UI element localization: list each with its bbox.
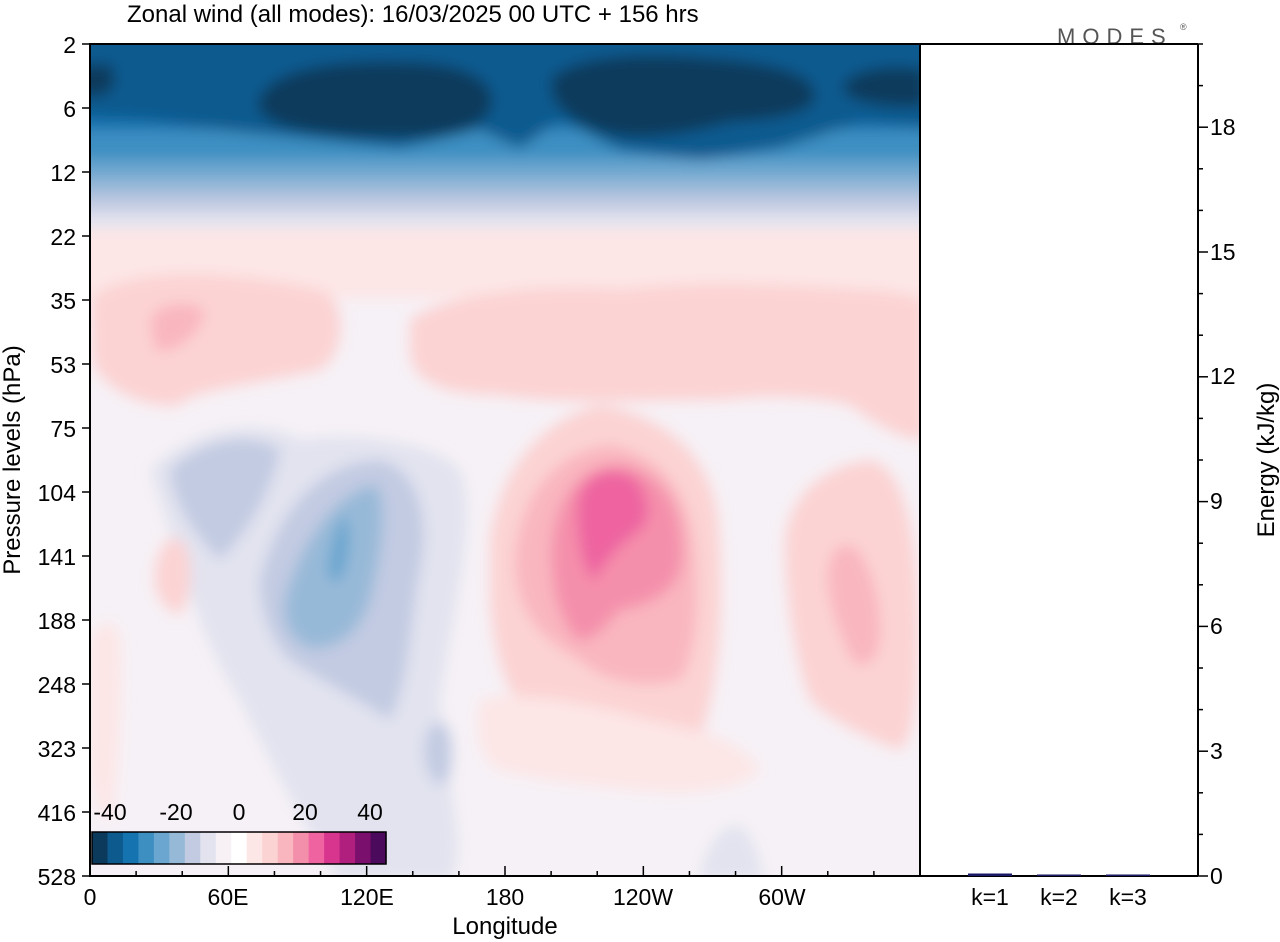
energy-tick-label: 18 bbox=[1210, 114, 1236, 140]
x-tick-labels: 0 60E 120E 180 120W 60W bbox=[84, 884, 806, 910]
y-tick-label: 141 bbox=[38, 544, 76, 570]
energy-tick-label: 0 bbox=[1210, 863, 1223, 889]
energy-tick-label: 12 bbox=[1210, 363, 1236, 389]
easterly-lobe-mid bbox=[170, 439, 280, 560]
x-tick-label: 120W bbox=[613, 884, 673, 910]
westerly-west-surface bbox=[90, 623, 121, 820]
colorbar-swatch bbox=[215, 832, 232, 864]
colorbar-label: 40 bbox=[357, 799, 383, 825]
y-tick-label: 12 bbox=[50, 160, 76, 186]
colorbar-label: -20 bbox=[159, 799, 192, 825]
y-tick-label: 104 bbox=[38, 480, 77, 506]
colorbar-swatch bbox=[293, 832, 310, 864]
y-tick-label: 188 bbox=[38, 608, 76, 634]
colorbar-swatch bbox=[324, 832, 341, 864]
y-tick-label: 2 bbox=[63, 32, 76, 58]
y-tick-label: 35 bbox=[50, 288, 76, 314]
x-tick-label: 0 bbox=[84, 884, 97, 910]
colorbar-swatch bbox=[92, 832, 109, 864]
westerly-east-core bbox=[827, 545, 881, 665]
y-tick-label: 75 bbox=[50, 416, 76, 442]
colorbar-swatch bbox=[231, 832, 248, 864]
easterly-blob-surface bbox=[700, 825, 764, 876]
colorbar-swatch bbox=[246, 832, 263, 864]
colorbar-swatch bbox=[153, 832, 170, 864]
zonal-wind-field bbox=[90, 44, 920, 876]
easterly-blob-low bbox=[424, 722, 452, 785]
westerly-left bbox=[90, 274, 341, 406]
surface-pink bbox=[478, 696, 760, 792]
y-tick-labels: 2 6 12 22 35 53 75 104 141 188 248 323 4… bbox=[38, 32, 77, 890]
energy-category-label: k=2 bbox=[1040, 884, 1078, 910]
energy-bar bbox=[1037, 874, 1081, 876]
colorbar-swatch bbox=[169, 832, 186, 864]
y-axis bbox=[82, 43, 90, 877]
y-tick-label: 528 bbox=[38, 864, 76, 890]
westerly-right bbox=[410, 284, 920, 440]
colorbar bbox=[91, 831, 387, 865]
westerly-left-core bbox=[150, 303, 205, 351]
energy-tick-label: 15 bbox=[1210, 239, 1236, 265]
energy-tick-label: 3 bbox=[1210, 738, 1223, 764]
x-tick-label: 60E bbox=[208, 884, 249, 910]
easterly-lobe-core bbox=[327, 515, 350, 582]
colorbar-label: 20 bbox=[292, 799, 318, 825]
y-tick-label: 323 bbox=[38, 736, 76, 762]
energy-bars bbox=[968, 873, 1150, 876]
chart-title: Zonal wind (all modes): 16/03/2025 00 UT… bbox=[127, 1, 699, 28]
colorbar-swatch bbox=[262, 832, 279, 864]
energy-tick-label: 9 bbox=[1210, 488, 1223, 514]
energy-bar bbox=[968, 873, 1012, 876]
colorbar-swatch bbox=[308, 832, 325, 864]
core-easterly-east bbox=[550, 55, 815, 137]
energy-tick-label: 6 bbox=[1210, 613, 1223, 639]
colorbar-swatch bbox=[277, 832, 294, 864]
colorbar-label: 0 bbox=[233, 799, 246, 825]
energy-axis-title: Energy (kJ/kg) bbox=[1253, 383, 1280, 538]
y-tick-label: 53 bbox=[50, 352, 76, 378]
core-easterly-west bbox=[258, 61, 493, 138]
registered-mark: ® bbox=[1180, 22, 1187, 32]
energy-category-label: k=1 bbox=[971, 884, 1009, 910]
colorbar-swatch bbox=[122, 832, 140, 864]
y-tick-label: 22 bbox=[50, 224, 76, 250]
energy-bar bbox=[1106, 874, 1150, 876]
colorbar-swatch bbox=[370, 832, 387, 864]
core-easterly-west-edge bbox=[90, 64, 115, 96]
colorbar-swatch bbox=[339, 832, 356, 864]
colorbar-label: -40 bbox=[93, 799, 126, 825]
colorbar-swatch bbox=[138, 832, 155, 864]
x-axis bbox=[89, 866, 921, 876]
core-easterly-far-east bbox=[842, 67, 920, 107]
x-axis-title: Longitude bbox=[452, 913, 557, 940]
westerly-west-small bbox=[154, 538, 191, 615]
westerly-jet-core bbox=[577, 471, 648, 580]
x-minor-ticks bbox=[135, 871, 875, 876]
energy-panel bbox=[920, 43, 1199, 877]
y-tick-label: 416 bbox=[38, 800, 76, 826]
x-tick-label: 60W bbox=[758, 884, 806, 910]
x-tick-label: 120E bbox=[340, 884, 394, 910]
colorbar-swatch bbox=[200, 832, 217, 864]
y-tick-label: 6 bbox=[63, 96, 76, 122]
colorbar-labels: -40 -20 0 20 40 bbox=[93, 799, 382, 825]
colorbar-frame bbox=[91, 831, 387, 865]
energy-category-labels: k=1 k=2 k=3 bbox=[971, 884, 1147, 910]
energy-category-label: k=3 bbox=[1109, 884, 1147, 910]
energy-ticks bbox=[1198, 43, 1208, 877]
modes-logo: MODES bbox=[1057, 24, 1173, 49]
colorbar-swatch bbox=[184, 832, 201, 864]
colorbar-swatch bbox=[355, 832, 372, 864]
y-tick-label: 248 bbox=[38, 672, 76, 698]
y-axis-title: Pressure levels (hPa) bbox=[0, 345, 26, 574]
colorbar-swatch bbox=[107, 832, 124, 864]
energy-tick-labels: 0 3 6 9 12 15 18 bbox=[1210, 114, 1236, 889]
x-tick-label: 180 bbox=[486, 884, 524, 910]
